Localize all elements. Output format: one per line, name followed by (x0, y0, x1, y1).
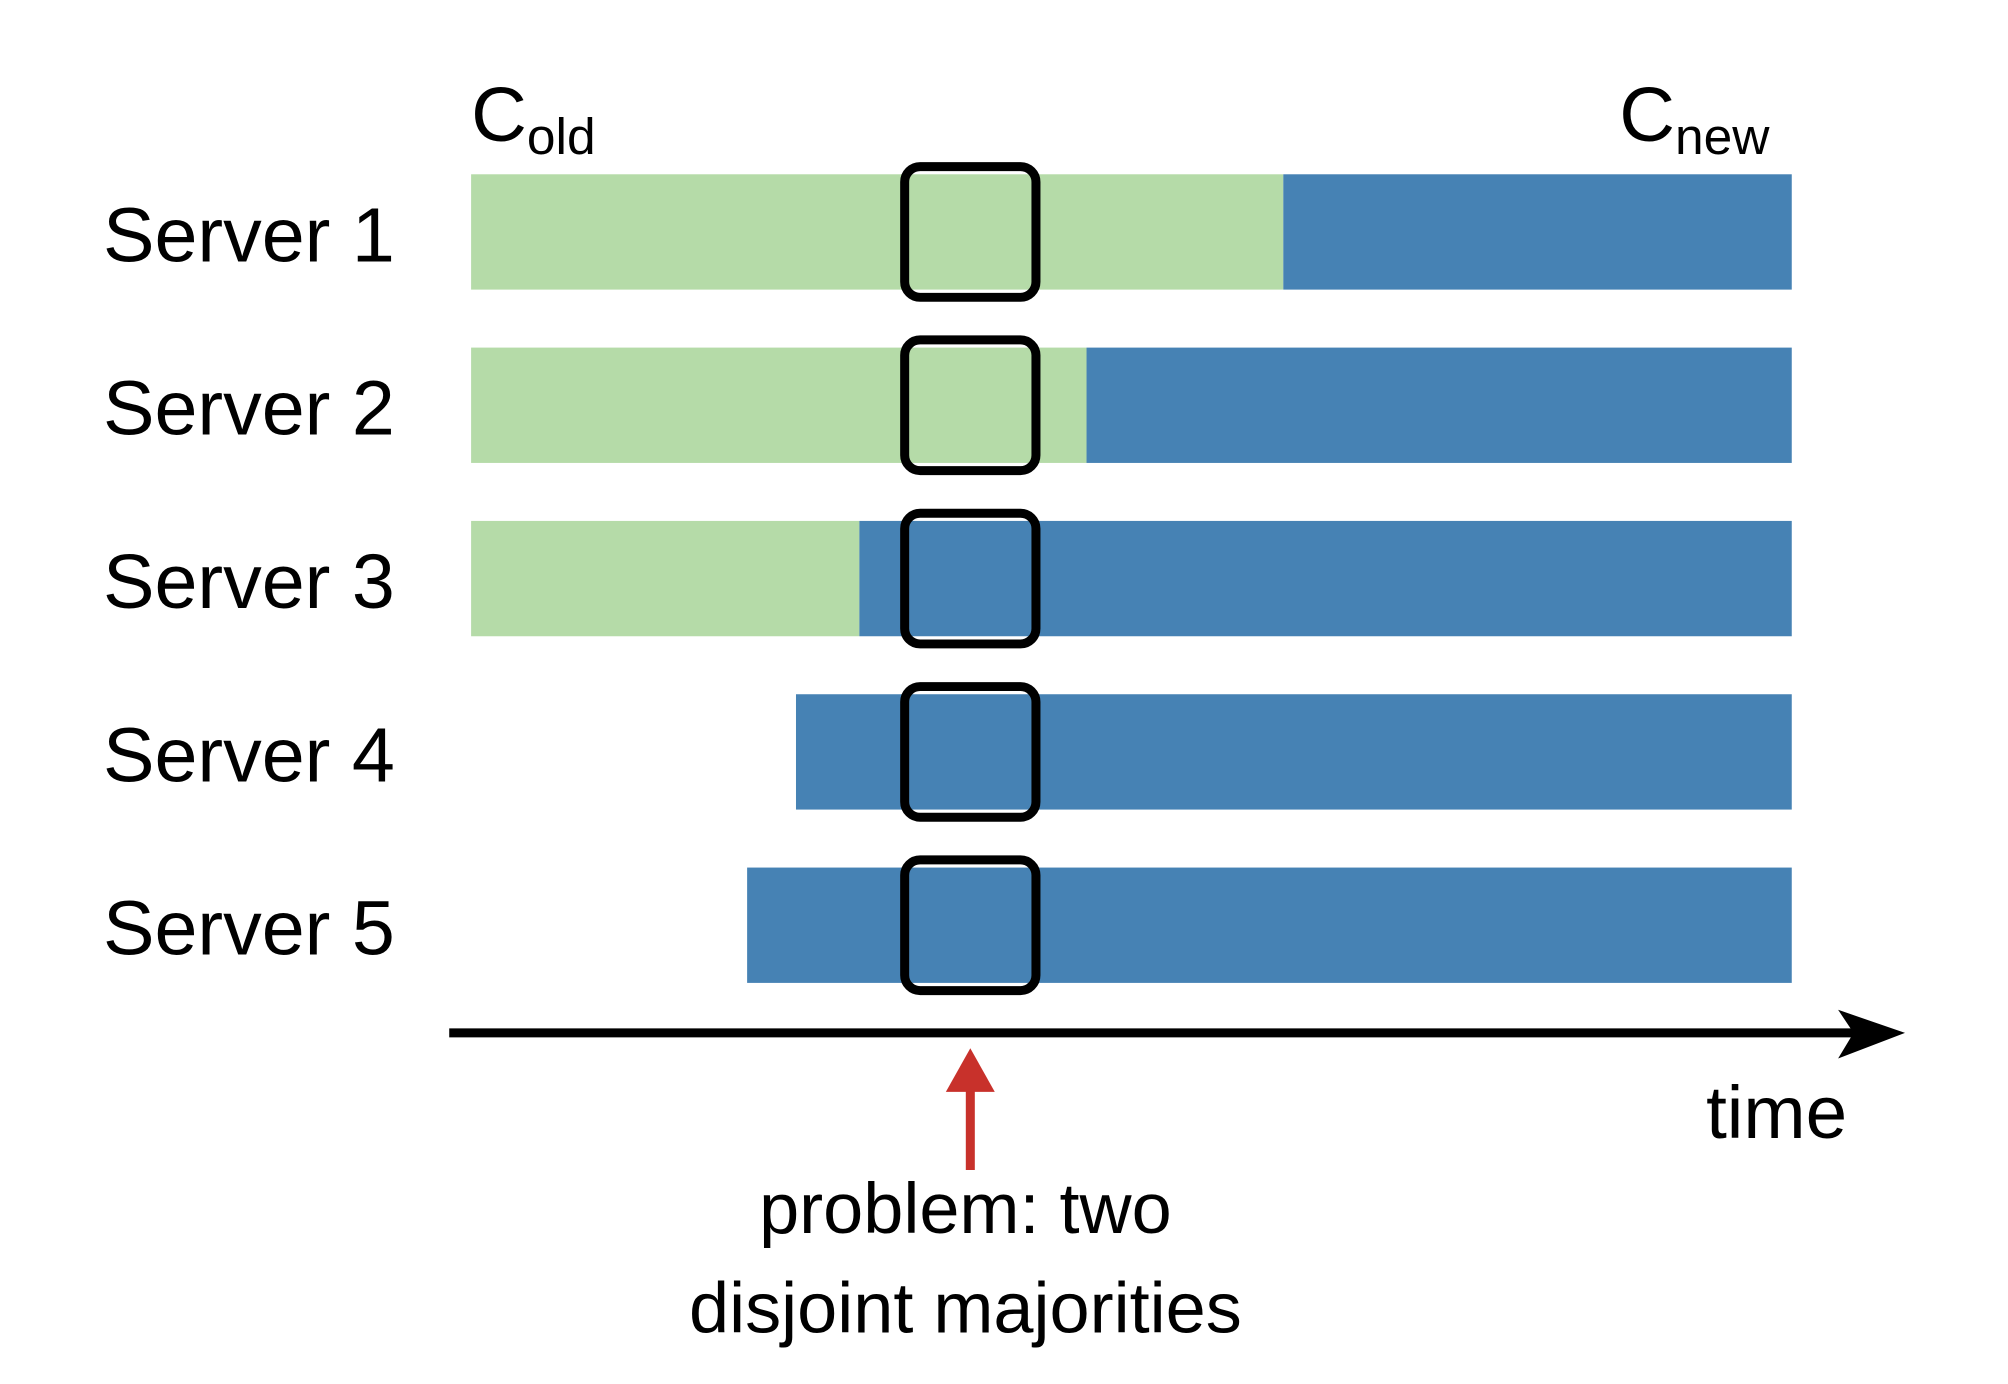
majority-highlight-box (900, 508, 1041, 649)
server-label: Server 1 (103, 193, 395, 279)
server-label: Server 5 (103, 886, 395, 972)
server-row: Server 1 (103, 162, 1792, 302)
new-config-segment (1086, 347, 1792, 463)
time-arrowhead-icon (1838, 1009, 1906, 1059)
old-config-segment (471, 520, 860, 637)
time-label: time (1706, 1071, 1847, 1154)
new-config-segment (1283, 174, 1792, 290)
server-label: Server 3 (103, 539, 395, 625)
old-config-segment (471, 347, 1087, 463)
new-config-segment (795, 694, 1792, 810)
new-config-segment (747, 867, 1792, 983)
majority-highlight-box (900, 855, 1041, 996)
server-row: Server 2 (103, 335, 1792, 476)
majority-highlight-box (900, 682, 1041, 822)
majority-highlight-box (900, 162, 1041, 302)
old-config-segment (471, 174, 1284, 290)
problem-arrow-head-icon (945, 1048, 995, 1092)
problem-label-line1: problem: two (759, 1169, 1172, 1249)
server-label: Server 2 (103, 366, 395, 452)
problem-label-line2: disjoint majorities (689, 1269, 1242, 1349)
new-config-segment (859, 520, 1792, 637)
server-row: Server 5 (103, 855, 1792, 996)
c-new-label: Cnew (1619, 72, 1770, 165)
majority-highlight-box (900, 335, 1041, 476)
server-label: Server 4 (103, 713, 395, 799)
c-old-label: Cold (471, 72, 595, 165)
server-row: Server 3 (103, 508, 1792, 649)
server-row: Server 4 (103, 682, 1792, 822)
